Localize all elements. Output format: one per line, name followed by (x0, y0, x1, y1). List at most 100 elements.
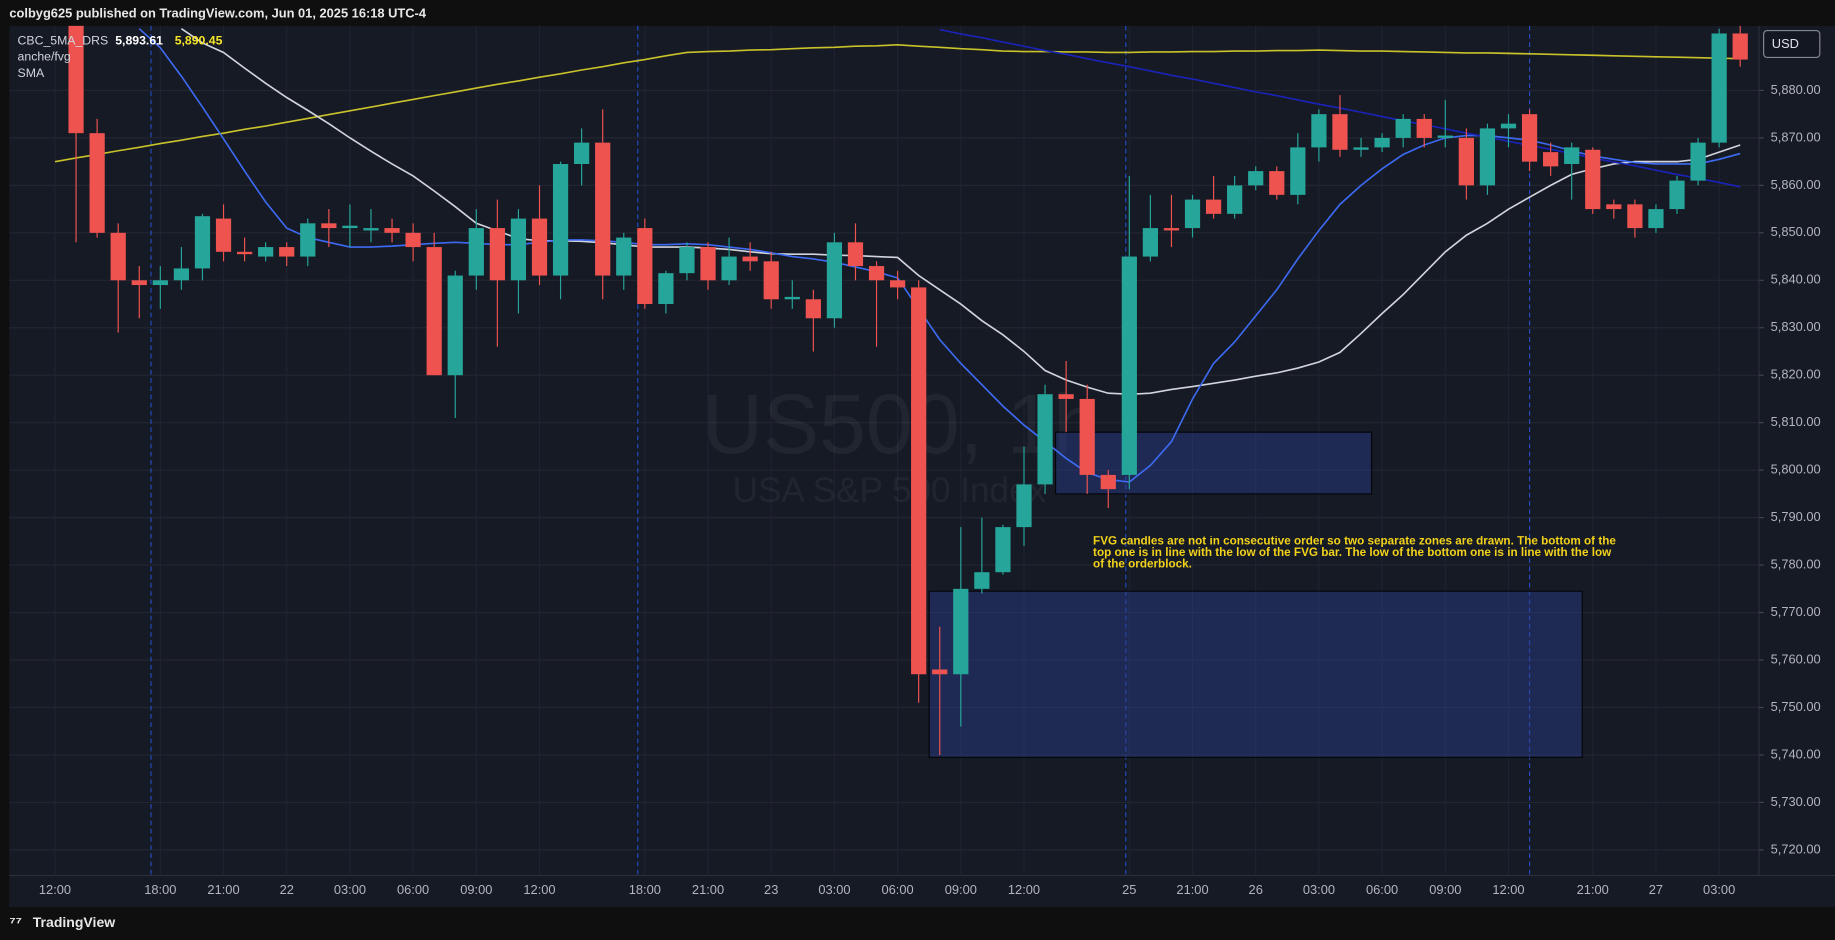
fvg-zone (928, 590, 1583, 758)
candle-body (1184, 199, 1201, 229)
x-tick-label: 25 (1122, 882, 1136, 897)
y-tick-label: 5,760.00 (1771, 651, 1821, 666)
candle-body (1711, 33, 1727, 143)
candle-body (321, 223, 337, 229)
candle-body (468, 228, 484, 276)
candle-body (1585, 149, 1601, 210)
y-tick-label: 5,730.00 (1771, 794, 1821, 809)
candle-body (1521, 114, 1538, 162)
candle-body (1121, 256, 1137, 475)
candle-body (552, 164, 569, 276)
candle-body (342, 225, 358, 229)
candle-body (784, 296, 800, 300)
candle-body (889, 280, 906, 288)
x-tick-label: 09:00 (1429, 882, 1461, 897)
candle-body (826, 242, 843, 319)
x-tick-label: 27 (1649, 882, 1663, 897)
indicator-line (180, 28, 1741, 395)
candle-body (932, 669, 948, 675)
candle-body (763, 261, 779, 300)
candle-body (1016, 484, 1032, 528)
candle-body (300, 223, 316, 257)
x-tick-label: 03:00 (1703, 882, 1735, 897)
candle-body (1332, 114, 1348, 150)
candle-body (721, 256, 737, 281)
x-tick-label: 06:00 (1366, 882, 1398, 897)
annotation: FVG candles are not in consecutive order… (1093, 536, 1616, 572)
x-tick-label: 12:00 (1492, 882, 1524, 897)
y-tick-label: 5,870.00 (1771, 129, 1821, 144)
candle-body (68, 25, 84, 134)
currency-label[interactable]: USD (1772, 36, 1799, 51)
legend-entry: anche/fvg (18, 50, 71, 64)
y-tick-label: 5,810.00 (1771, 414, 1821, 429)
candle-body (1627, 204, 1643, 229)
candle-body (1248, 171, 1264, 186)
x-tick-label: 03:00 (818, 882, 850, 897)
candle-body (616, 237, 632, 276)
footer-logo: ⁷⁷ (9, 914, 22, 931)
x-tick-label: 03:00 (334, 882, 366, 897)
y-tick-label: 5,720.00 (1771, 841, 1821, 856)
candle-body (236, 251, 253, 255)
x-tick-label: 09:00 (945, 882, 977, 897)
candle-body (805, 299, 821, 319)
candle-body (489, 228, 505, 281)
candle-body (1374, 137, 1390, 148)
candle-body (1058, 394, 1074, 399)
candle-body (1437, 135, 1453, 138)
candle-body (1648, 209, 1664, 229)
x-tick-label: 12:00 (523, 882, 555, 897)
publish-header: colbyg625 published on TradingView.com, … (9, 6, 426, 21)
x-tick-label: 12:00 (39, 882, 71, 897)
candle-body (258, 247, 274, 257)
candle-body (531, 218, 548, 276)
candle-body (658, 273, 674, 305)
candle-body (1395, 118, 1411, 138)
candle-body (194, 216, 211, 269)
candle-body (700, 247, 716, 281)
legend: CBC_5MA_DRS 5,893.61 5,890.45 anche/fvg SMA (18, 33, 223, 80)
x-tick-label: 09:00 (460, 882, 492, 897)
legend-readout: 5,890.45 (175, 33, 223, 47)
currency-button[interactable] (1763, 29, 1821, 59)
x-tick-label: 22 (280, 882, 294, 897)
candle-body (279, 247, 295, 257)
y-tick-label: 5,840.00 (1771, 272, 1821, 287)
candle-body (131, 280, 147, 286)
plot-area (54, 25, 1748, 758)
candle-body (1500, 123, 1517, 129)
x-tick-label: 06:00 (882, 882, 914, 897)
candle-body (110, 232, 126, 281)
y-tick-label: 5,820.00 (1771, 367, 1821, 382)
y-tick-label: 5,780.00 (1771, 556, 1821, 571)
x-tick-label: 18:00 (629, 882, 661, 897)
candle-body (574, 142, 590, 165)
candle-body (89, 133, 105, 233)
x-tick-label: 26 (1249, 882, 1263, 897)
candle-body (1669, 180, 1685, 210)
y-tick-label: 5,800.00 (1771, 462, 1821, 477)
watermark: US500, 1h USA S&P 500 Index (702, 377, 1100, 510)
y-tick-label: 5,790.00 (1771, 509, 1821, 524)
y-tick-label: 5,850.00 (1771, 224, 1821, 239)
candle-body (1142, 228, 1158, 257)
y-tick-label: 5,880.00 (1771, 82, 1821, 97)
candle-body (1732, 33, 1748, 60)
legend-entry: CBC_5MA_DRS (18, 33, 109, 47)
candle-body (426, 247, 442, 376)
x-tick-label: 21:00 (207, 882, 239, 897)
candle-body (1100, 474, 1116, 490)
candle-body (742, 256, 758, 262)
candle-body (215, 218, 232, 252)
candle-body (1269, 171, 1285, 195)
candle-body (679, 247, 695, 274)
candle-body (1290, 147, 1306, 195)
candle-body (405, 232, 421, 248)
y-tick-label: 5,770.00 (1771, 604, 1821, 619)
annotation-box: FVG candles are not in consecutive order… (1093, 536, 1616, 572)
candle-body (868, 266, 885, 281)
candle-body (847, 242, 864, 267)
